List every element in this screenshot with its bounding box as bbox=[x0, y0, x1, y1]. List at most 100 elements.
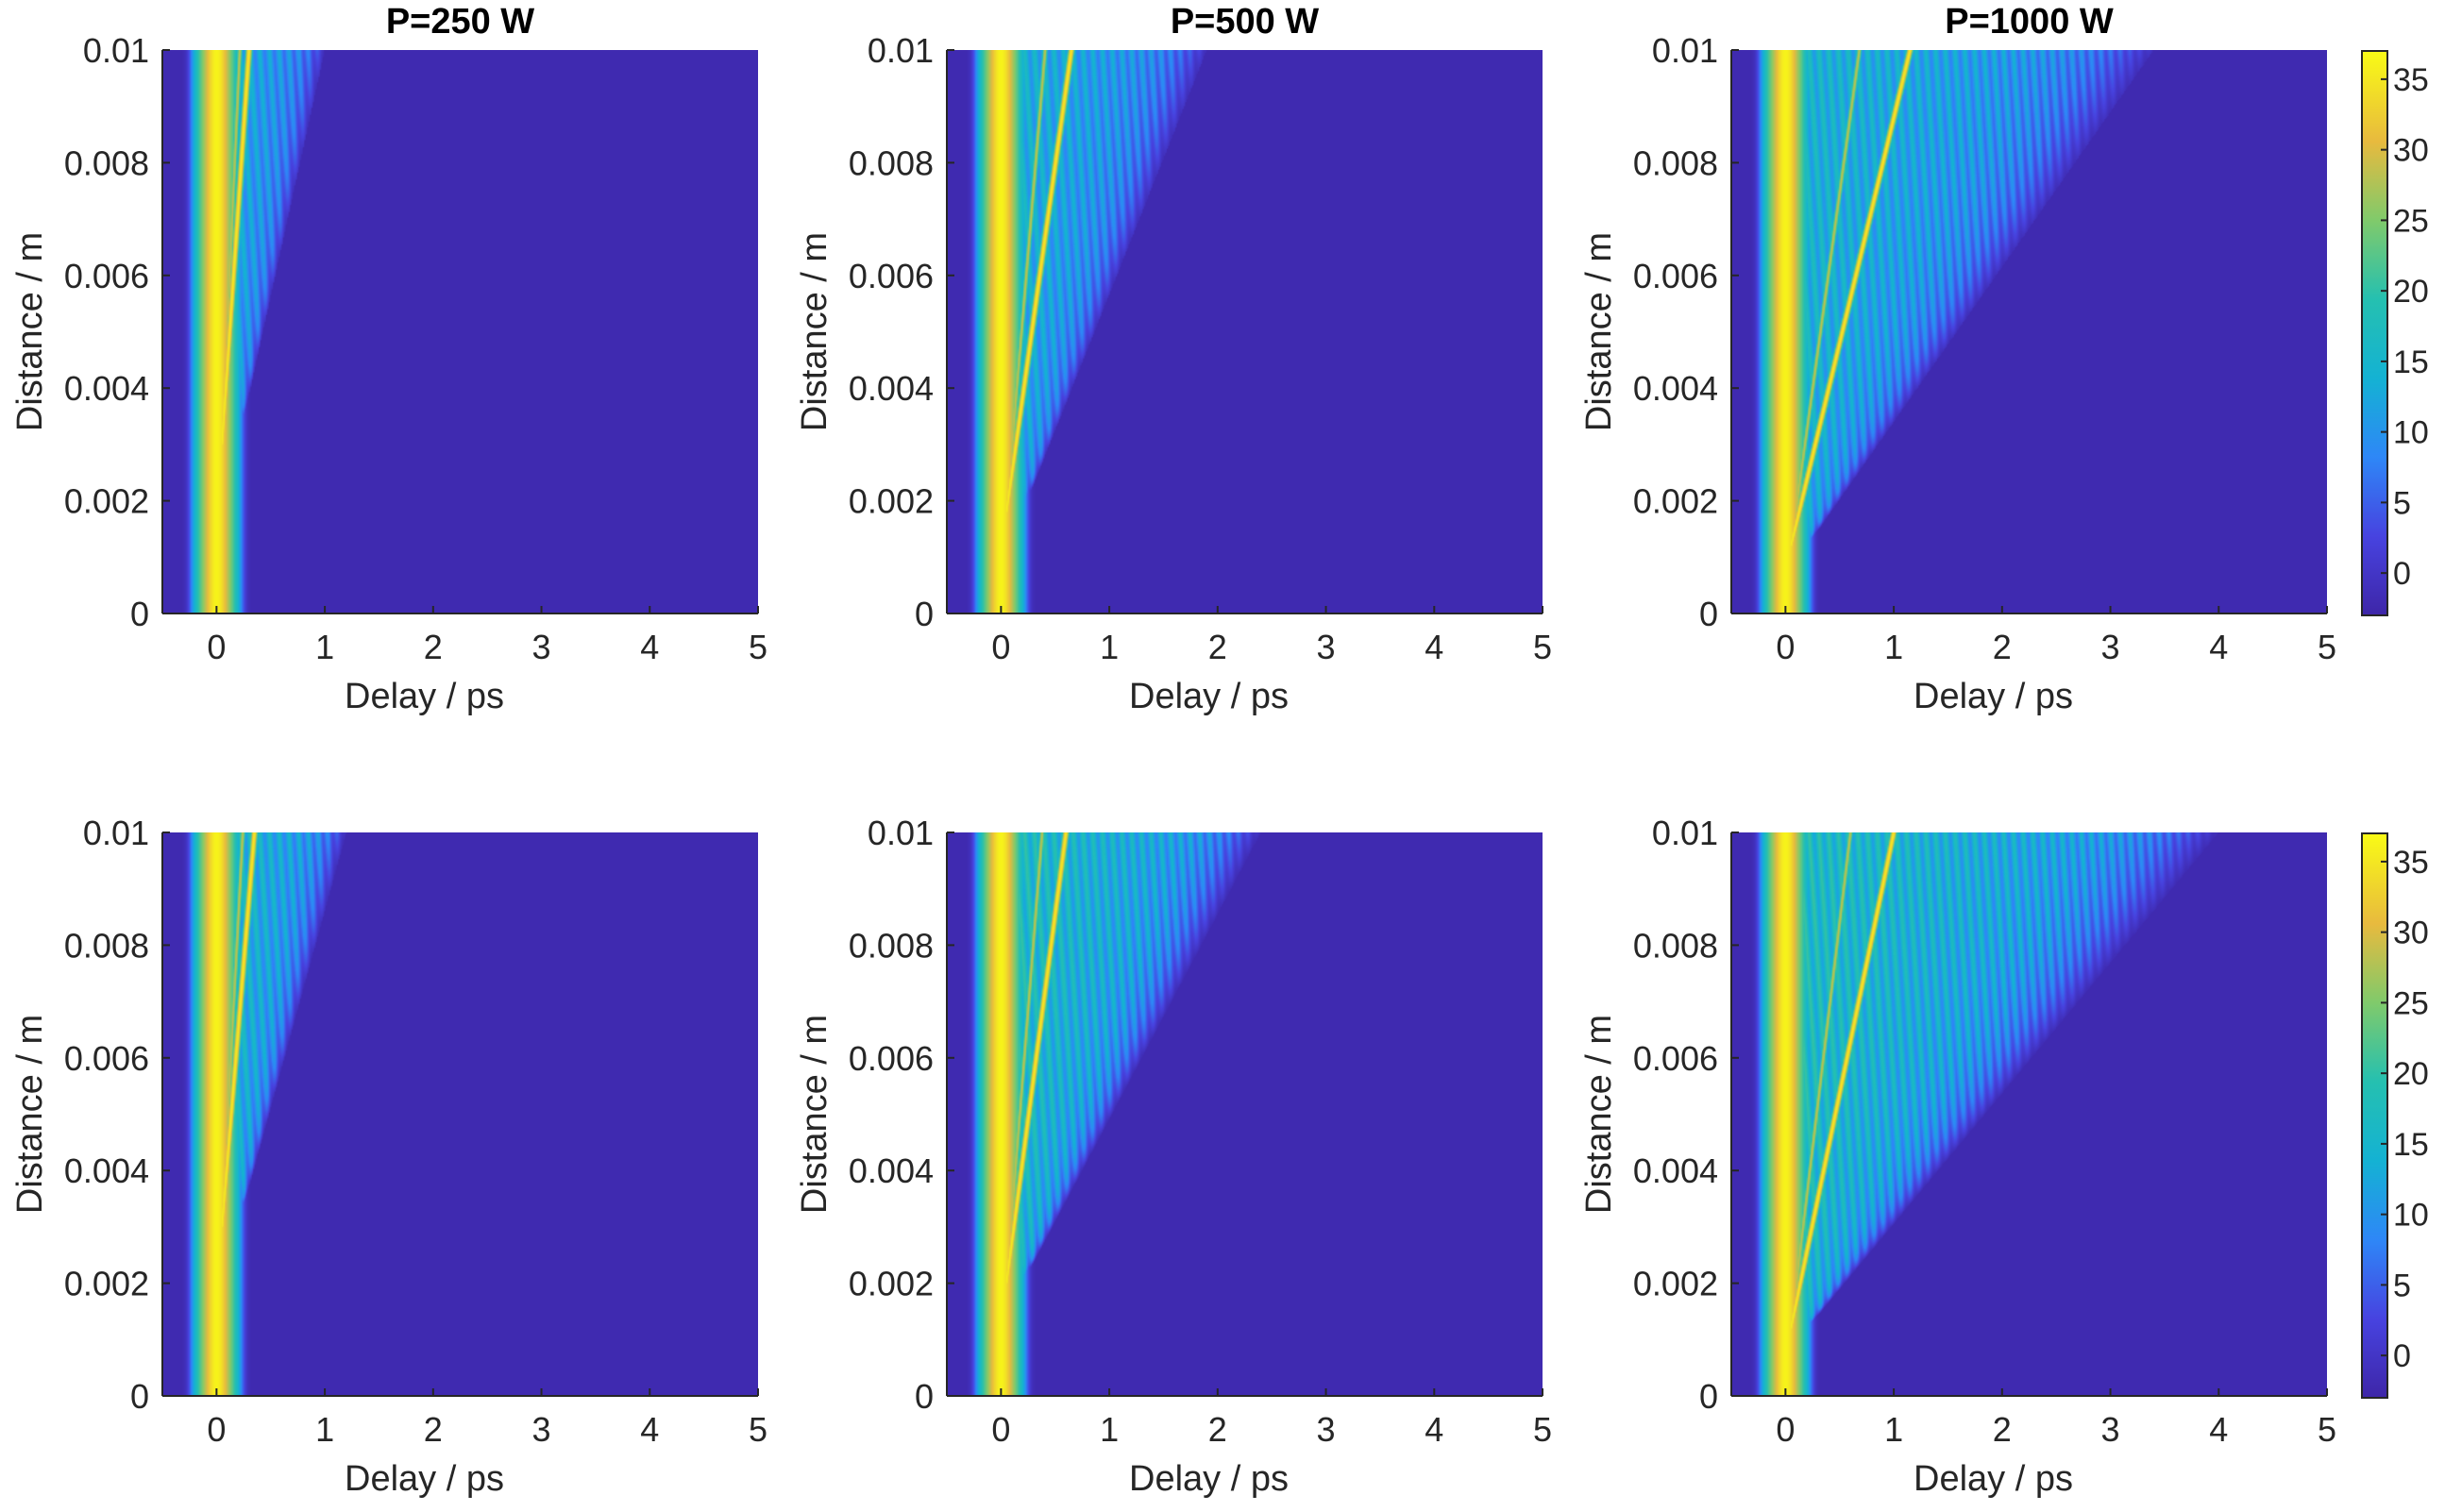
x-tick-label: 5 bbox=[749, 1410, 767, 1449]
x-tick-label: 3 bbox=[1317, 1410, 1336, 1449]
x-tick-label: 2 bbox=[424, 628, 443, 666]
panel-2: 0 1 2 3 4 5 0 0.002 0.004 0.006 0.008 0.01 Delay / p… bbox=[795, 2, 1552, 716]
colorbar-tick-label: 20 bbox=[2393, 274, 2429, 310]
colorbar-tick-label: 5 bbox=[2393, 1268, 2411, 1303]
colorbar-tick-label: 20 bbox=[2393, 1056, 2429, 1092]
x-tick-label: 3 bbox=[1317, 628, 1336, 666]
heatmap-image bbox=[162, 832, 758, 1396]
x-tick-label: 2 bbox=[1993, 628, 2012, 666]
y-tick-label: 0.004 bbox=[849, 369, 934, 408]
y-axis-label: Distance / m bbox=[795, 1015, 835, 1214]
y-tick-label: 0.006 bbox=[64, 257, 149, 295]
x-tick-label: 4 bbox=[640, 1410, 659, 1449]
y-tick-label: 0 bbox=[1699, 595, 1718, 633]
colorbar-tick-label: 25 bbox=[2393, 203, 2429, 239]
y-tick-label: 0 bbox=[130, 1377, 149, 1416]
x-tick-label: 0 bbox=[1776, 628, 1795, 666]
y-tick-label: 0.004 bbox=[1633, 369, 1718, 408]
y-tick-label: 0 bbox=[915, 1377, 934, 1416]
x-tick-label: 5 bbox=[1533, 1410, 1552, 1449]
y-tick-label: 0.01 bbox=[1652, 814, 1718, 852]
y-tick-label: 0.008 bbox=[64, 143, 149, 182]
x-axis-label: Delay / ps bbox=[1914, 677, 2073, 716]
y-tick-label: 0.008 bbox=[849, 926, 934, 965]
y-tick-label: 0.004 bbox=[64, 369, 149, 408]
heatmap-image bbox=[1731, 50, 2327, 613]
x-tick-label: 4 bbox=[640, 628, 659, 666]
x-tick-label: 0 bbox=[1776, 1410, 1795, 1449]
x-tick-label: 1 bbox=[1884, 628, 1903, 666]
x-tick-label: 1 bbox=[315, 628, 334, 666]
x-tick-label: 2 bbox=[1208, 628, 1227, 666]
y-tick-label: 0.01 bbox=[868, 814, 934, 852]
y-tick-label: 0.008 bbox=[64, 926, 149, 965]
y-tick-label: 0.006 bbox=[1633, 1039, 1718, 1078]
x-tick-label: 2 bbox=[1208, 1410, 1227, 1449]
y-tick-label: 0.004 bbox=[64, 1151, 149, 1190]
heatmap-image bbox=[1731, 832, 2327, 1396]
heatmap-image bbox=[947, 50, 1543, 613]
y-tick-label: 0.002 bbox=[849, 482, 934, 521]
x-axis-label: Delay / ps bbox=[1129, 677, 1289, 716]
y-tick-label: 0.01 bbox=[83, 31, 149, 70]
x-tick-label: 3 bbox=[2101, 1410, 2120, 1449]
x-axis-label: Delay / ps bbox=[345, 1459, 504, 1499]
y-tick-label: 0 bbox=[1699, 1377, 1718, 1416]
x-axis-label: Delay / ps bbox=[1914, 1459, 2073, 1499]
x-tick-label: 1 bbox=[1884, 1410, 1903, 1449]
y-tick-label: 0 bbox=[915, 595, 934, 633]
y-tick-label: 0.006 bbox=[64, 1039, 149, 1078]
x-tick-label: 4 bbox=[2209, 628, 2228, 666]
panel-title: P=250 W bbox=[386, 2, 534, 42]
y-tick-label: 0.01 bbox=[1652, 31, 1718, 70]
x-tick-label: 2 bbox=[1993, 1410, 2012, 1449]
colorbar-tick-label: 25 bbox=[2393, 985, 2429, 1021]
colorbar-tick-label: 0 bbox=[2393, 556, 2411, 592]
x-axis-label: Delay / ps bbox=[345, 677, 504, 716]
heatmap-image bbox=[162, 50, 758, 613]
x-tick-label: 1 bbox=[1100, 1410, 1119, 1449]
x-tick-label: 5 bbox=[749, 628, 767, 666]
x-axis-label: Delay / ps bbox=[1129, 1459, 1289, 1499]
colorbar-tick-label: 10 bbox=[2393, 1198, 2429, 1234]
colorbar-tick-label: 30 bbox=[2393, 916, 2429, 951]
y-tick-label: 0 bbox=[130, 595, 149, 633]
panel-3: 0 1 2 3 4 5 0 0.002 0.004 0.006 0.008 0.01 Delay / p… bbox=[1579, 2, 2336, 716]
colorbar-1: 0 5 10 15 20 25 30 35 bbox=[2361, 50, 2429, 616]
x-tick-label: 3 bbox=[2101, 628, 2120, 666]
y-tick-label: 0.004 bbox=[1633, 1151, 1718, 1190]
colorbar-tick-label: 0 bbox=[2393, 1338, 2411, 1374]
y-axis-label: Distance / m bbox=[1579, 1015, 1619, 1214]
x-tick-label: 0 bbox=[207, 1410, 226, 1449]
x-tick-label: 5 bbox=[1533, 628, 1552, 666]
panel-4: 0 1 2 3 4 5 0 0.002 0.004 0.006 0.008 0.01 Delay / p… bbox=[10, 814, 767, 1499]
y-tick-label: 0.01 bbox=[83, 814, 149, 852]
y-tick-label: 0.006 bbox=[1633, 257, 1718, 295]
x-tick-label: 5 bbox=[2318, 1410, 2336, 1449]
colorbar-2: 0 5 10 15 20 25 30 35 bbox=[2361, 832, 2429, 1399]
panel-5: 0 1 2 3 4 5 0 0.002 0.004 0.006 0.008 0.01 Delay / p… bbox=[795, 814, 1552, 1499]
x-tick-label: 4 bbox=[2209, 1410, 2228, 1449]
colorbar-tick-label: 35 bbox=[2393, 845, 2429, 881]
colorbar-tick-label: 35 bbox=[2393, 62, 2429, 98]
x-tick-label: 2 bbox=[424, 1410, 443, 1449]
panel-title: P=1000 W bbox=[1945, 2, 2114, 42]
colorbar-tick-label: 30 bbox=[2393, 133, 2429, 169]
y-axis-label: Distance / m bbox=[10, 1015, 50, 1214]
x-tick-label: 0 bbox=[991, 1410, 1010, 1449]
y-tick-label: 0.002 bbox=[1633, 1265, 1718, 1303]
y-tick-label: 0.008 bbox=[1633, 143, 1718, 182]
colorbar-tick-label: 15 bbox=[2393, 1127, 2429, 1163]
y-tick-label: 0.002 bbox=[1633, 482, 1718, 521]
y-axis-label: Distance / m bbox=[1579, 232, 1619, 431]
colorbar-tick-label: 15 bbox=[2393, 344, 2429, 380]
y-axis-label: Distance / m bbox=[10, 232, 50, 431]
panel-6: 0 1 2 3 4 5 0 0.002 0.004 0.006 0.008 0.01 Delay / p… bbox=[1579, 814, 2336, 1499]
colorbar-tick-label: 10 bbox=[2393, 415, 2429, 451]
y-tick-label: 0.006 bbox=[849, 1039, 934, 1078]
colorbar-tick-label: 5 bbox=[2393, 485, 2411, 521]
panel-title: P=500 W bbox=[1171, 2, 1319, 42]
x-tick-label: 0 bbox=[991, 628, 1010, 666]
colorbar-gradient bbox=[2361, 50, 2388, 616]
